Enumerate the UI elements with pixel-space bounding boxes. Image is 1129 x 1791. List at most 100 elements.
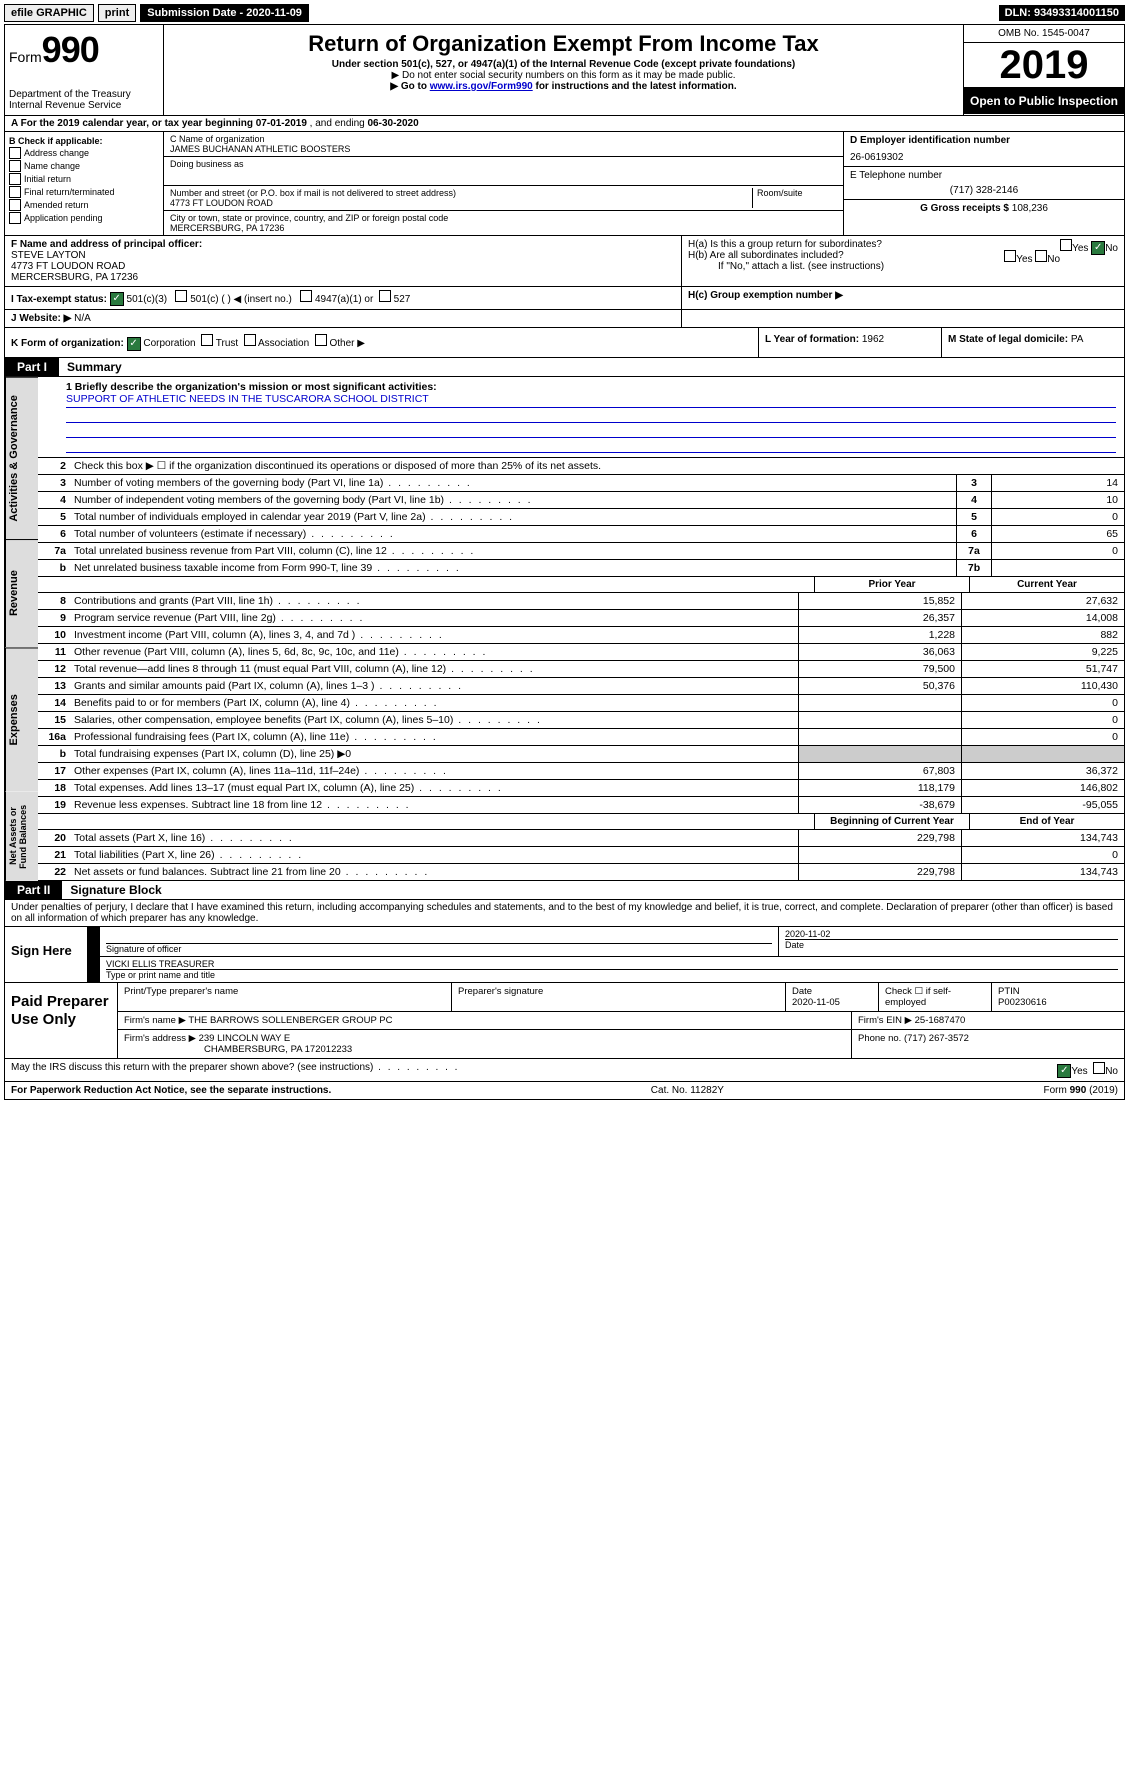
tax-year: 2019 [964, 43, 1124, 88]
summary-row: bTotal fundraising expenses (Part IX, co… [38, 746, 1124, 763]
box-b-header: B Check if applicable: [9, 136, 159, 146]
form-subtitle-3: ▶ Go to www.irs.gov/Form990 for instruct… [172, 81, 955, 92]
hdr-end-year: End of Year [969, 814, 1124, 829]
checkbox-final-return[interactable] [9, 186, 21, 198]
501c3-checkbox[interactable]: ✓ [110, 292, 124, 306]
summary-row: 20Total assets (Part X, line 16)229,7981… [38, 830, 1124, 847]
summary-row: 12Total revenue—add lines 8 through 11 (… [38, 661, 1124, 678]
part1-body: Activities & Governance Revenue Expenses… [5, 377, 1124, 881]
officer-name: STEVE LAYTON [11, 250, 675, 261]
summary-row: 21Total liabilities (Part X, line 26)0 [38, 847, 1124, 864]
row-i-hc: I Tax-exempt status: ✓ 501(c)(3) 501(c) … [5, 287, 1124, 310]
trust-checkbox[interactable] [201, 334, 213, 346]
hdr-prior-year: Prior Year [814, 577, 969, 592]
pra-notice: For Paperwork Reduction Act Notice, see … [11, 1085, 331, 1096]
irs-link[interactable]: www.irs.gov/Form990 [430, 81, 533, 92]
form-title: Return of Organization Exempt From Incom… [172, 31, 955, 57]
officer-label: F Name and address of principal officer: [11, 239, 675, 250]
tab-expenses: Expenses [5, 647, 38, 791]
checkbox-app-pending[interactable] [9, 212, 21, 224]
part2-header: Part II Signature Block [5, 881, 1124, 900]
form-subtitle-1: Under section 501(c), 527, or 4947(a)(1)… [172, 59, 955, 70]
state-domicile-value: PA [1071, 334, 1084, 345]
4947-checkbox[interactable] [300, 290, 312, 302]
corp-checkbox[interactable]: ✓ [127, 337, 141, 351]
summary-row: 16aProfessional fundraising fees (Part I… [38, 729, 1124, 746]
website-label: J Website: ▶ [11, 313, 71, 324]
tab-net-assets: Net Assets or Fund Balances [5, 792, 38, 881]
ha-row: H(a) Is this a group return for subordin… [688, 239, 1118, 250]
summary-row: 15Salaries, other compensation, employee… [38, 712, 1124, 729]
form-subtitle-2: ▶ Do not enter social security numbers o… [172, 70, 955, 81]
row-a-tax-year: A For the 2019 calendar year, or tax yea… [5, 116, 1124, 132]
hb-row: H(b) Are all subordinates included? Yes … [688, 250, 1118, 261]
addr-value: 4773 FT LOUDON ROAD [170, 198, 752, 208]
ein-label: D Employer identification number [850, 135, 1118, 146]
hdr-current-year: Current Year [969, 577, 1124, 592]
paid-preparer-label: Paid Preparer Use Only [5, 983, 117, 1058]
firm-name-value: THE BARROWS SOLLENBERGER GROUP PC [188, 1015, 392, 1026]
form-header: Form990 Department of the Treasury Inter… [5, 25, 1124, 116]
phone-label: E Telephone number [850, 170, 1118, 181]
hb-yes-checkbox[interactable] [1004, 250, 1016, 262]
dept-label: Department of the Treasury Internal Reve… [9, 89, 159, 111]
ha-yes-checkbox[interactable] [1060, 239, 1072, 251]
firm-addr1: 239 LINCOLN WAY E [199, 1033, 291, 1044]
tab-revenue: Revenue [5, 539, 38, 647]
line2-text: Check this box ▶ ☐ if the organization d… [70, 458, 1124, 474]
form-990-container: Form990 Department of the Treasury Inter… [4, 24, 1125, 1100]
assoc-checkbox[interactable] [244, 334, 256, 346]
arrow-icon [88, 927, 100, 956]
room-suite-label: Room/suite [752, 188, 837, 208]
section-bcd: B Check if applicable: Address change Na… [5, 132, 1124, 236]
officer-type-label: Type or print name and title [106, 969, 1118, 980]
tab-governance: Activities & Governance [5, 377, 38, 540]
527-checkbox[interactable] [379, 290, 391, 302]
state-domicile-label: M State of legal domicile: [948, 334, 1071, 345]
topbar: efile GRAPHIC print Submission Date - 20… [4, 4, 1125, 22]
checkbox-initial-return[interactable] [9, 173, 21, 185]
sig-officer-label: Signature of officer [106, 943, 772, 954]
form-org-label: K Form of organization: [11, 338, 124, 349]
mission-block: 1 Briefly describe the organization's mi… [38, 377, 1124, 458]
summary-row: 5Total number of individuals employed in… [38, 509, 1124, 526]
firm-phone-value: (717) 267-3572 [904, 1033, 969, 1044]
city-value: MERCERSBURG, PA 17236 [170, 223, 837, 233]
submission-date-label: Submission Date - 2020-11-09 [140, 4, 309, 22]
firm-addr-label: Firm's address ▶ [124, 1033, 199, 1044]
row-f-h: F Name and address of principal officer:… [5, 236, 1124, 287]
officer-addr1: 4773 FT LOUDON ROAD [11, 261, 675, 272]
firm-ein-label: Firm's EIN ▶ [858, 1015, 915, 1026]
tax-exempt-label: I Tax-exempt status: [11, 294, 107, 305]
discuss-yes-checkbox[interactable]: ✓ [1057, 1064, 1071, 1078]
box-b-checkboxes: B Check if applicable: Address change Na… [5, 132, 164, 235]
summary-row: 18Total expenses. Add lines 13–17 (must … [38, 780, 1124, 797]
checkbox-address-change[interactable] [9, 147, 21, 159]
row-klm: K Form of organization: ✓ Corporation Tr… [5, 328, 1124, 357]
row-j: J Website: ▶ N/A [5, 310, 1124, 328]
dln-label: DLN: 93493314001150 [999, 5, 1125, 21]
checkbox-amended[interactable] [9, 199, 21, 211]
firm-phone-label: Phone no. [858, 1033, 904, 1044]
preparer-block: Paid Preparer Use Only Print/Type prepar… [5, 983, 1124, 1059]
hb-no-checkbox[interactable] [1035, 250, 1047, 262]
phone-value: (717) 328-2146 [850, 185, 1118, 196]
501c-checkbox[interactable] [175, 290, 187, 302]
summary-row: 22Net assets or fund balances. Subtract … [38, 864, 1124, 881]
org-name: JAMES BUCHANAN ATHLETIC BOOSTERS [170, 144, 837, 154]
footer-row: For Paperwork Reduction Act Notice, see … [5, 1082, 1124, 1099]
gross-label: G Gross receipts $ [920, 203, 1012, 214]
checkbox-name-change[interactable] [9, 160, 21, 172]
summary-row: 4Number of independent voting members of… [38, 492, 1124, 509]
other-checkbox[interactable] [315, 334, 327, 346]
discuss-no-checkbox[interactable] [1093, 1062, 1105, 1074]
efile-button[interactable]: efile GRAPHIC [4, 4, 94, 22]
box-c: C Name of organization JAMES BUCHANAN AT… [164, 132, 843, 235]
officer-addr2: MERCERSBURG, PA 17236 [11, 272, 675, 283]
print-button[interactable]: print [98, 4, 136, 22]
summary-row: 13Grants and similar amounts paid (Part … [38, 678, 1124, 695]
org-name-label: C Name of organization [170, 134, 837, 144]
ha-no-checkbox[interactable]: ✓ [1091, 241, 1105, 255]
form-ref: Form 990 (2019) [1044, 1085, 1118, 1096]
ein-value: 26-0619302 [850, 152, 1118, 163]
